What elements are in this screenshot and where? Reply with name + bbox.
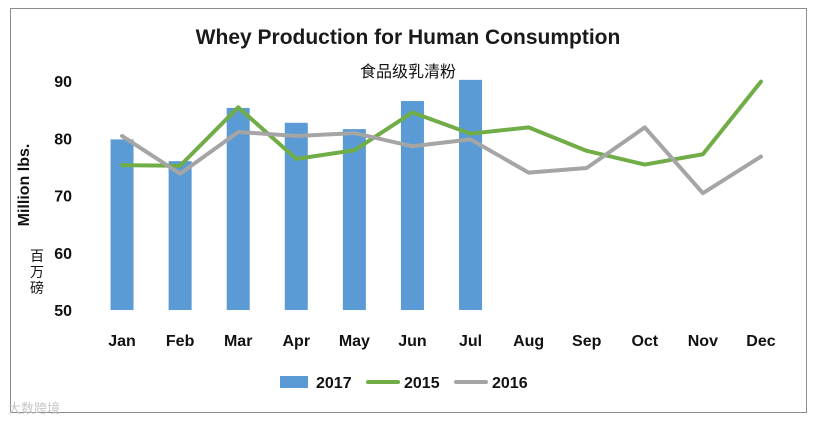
x-tick-label: Jan: [108, 333, 136, 350]
x-tick-label: Oct: [631, 333, 658, 350]
watermark: 大数跨境: [8, 401, 61, 416]
x-tick-label: Dec: [746, 333, 775, 350]
y-tick-label: 90: [54, 74, 72, 91]
x-tick-label: Jun: [398, 333, 426, 350]
x-tick-label: Aug: [513, 333, 544, 350]
x-tick-label: Jul: [459, 333, 482, 350]
x-tick-label: Feb: [166, 333, 195, 350]
y-tick-label: 80: [54, 131, 72, 148]
y-tick-label: 50: [54, 303, 72, 320]
bar-2017: [459, 79, 483, 310]
bar-2017: [342, 129, 366, 310]
legend-label-2016: 2016: [492, 375, 528, 392]
y-tick-label: 70: [54, 189, 72, 206]
legend-swatch-2017: [280, 376, 308, 388]
line-2015: [120, 79, 763, 168]
bar-2017: [226, 107, 250, 310]
x-tick-label: Sep: [572, 333, 602, 350]
legend-label-2015: 2015: [404, 375, 440, 392]
x-tick-label: May: [339, 333, 370, 350]
legend-label-2017: 2017: [316, 375, 352, 392]
bar-2017: [400, 101, 424, 310]
x-tick-label: Nov: [688, 333, 718, 350]
x-tick-label: Apr: [283, 333, 311, 350]
line-2016: [120, 125, 763, 196]
bar-2017: [110, 139, 134, 310]
y-tick-label: 60: [54, 246, 72, 263]
bar-2017: [284, 122, 308, 310]
chart-subtitle: 食品级乳清粉: [359, 64, 456, 81]
bar-2017: [168, 161, 192, 310]
chart-title: Whey Production for Human Consumption: [195, 26, 621, 49]
y-axis-label-cn: 百万磅: [30, 248, 44, 296]
x-tick-label: Mar: [224, 333, 252, 350]
